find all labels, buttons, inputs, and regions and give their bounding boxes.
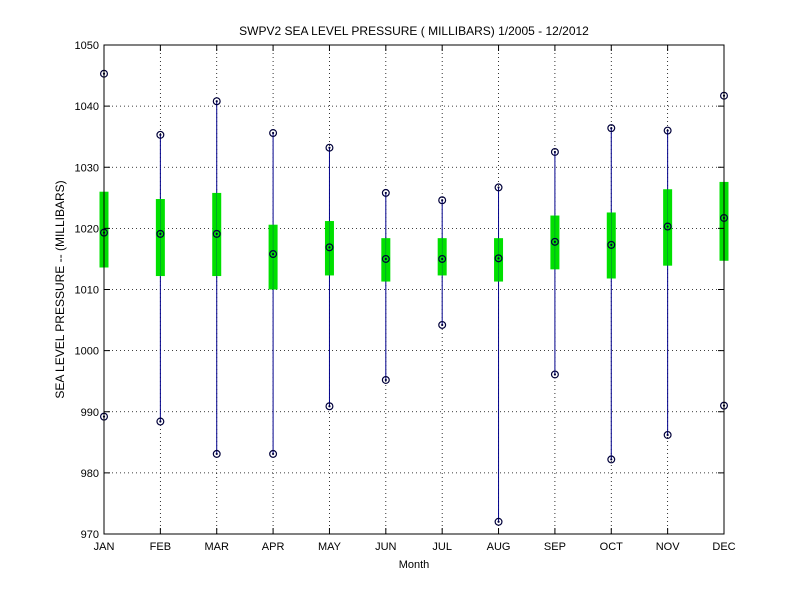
month-group-nov (663, 126, 673, 439)
y-tick-label: 1010 (75, 285, 99, 297)
month-group-feb (155, 130, 165, 426)
y-tick-label: 1000 (75, 346, 99, 358)
max-marker-dot (441, 199, 444, 202)
mean-marker (494, 254, 503, 263)
min-marker-dot (666, 433, 669, 437)
max-marker-dot (497, 186, 500, 189)
y-axis-label: SEA LEVEL PRESSURE -- (MILLIBARS) (53, 180, 67, 398)
y-tick-label: 1030 (75, 162, 99, 174)
max-marker (325, 143, 334, 152)
max-marker (156, 130, 165, 139)
y-tick-label: 990 (81, 407, 99, 419)
min-marker (381, 375, 390, 384)
month-group-sep (550, 147, 560, 379)
max-marker-dot (610, 127, 613, 130)
max-marker (381, 188, 390, 197)
min-marker-dot (328, 405, 331, 408)
max-marker-dot (328, 146, 331, 149)
interquartile-box (437, 238, 447, 276)
x-tick-label: DEC (712, 541, 735, 553)
mean-marker-dot (159, 232, 162, 235)
x-tick-label: JUL (432, 541, 452, 553)
max-marker (663, 126, 672, 135)
min-marker (663, 430, 672, 439)
x-axis-label: Month (399, 559, 430, 571)
chart-title: SWPV2 SEA LEVEL PRESSURE ( MILLIBARS) 1/… (239, 24, 589, 38)
y-tick-label: 970 (81, 529, 99, 541)
max-marker (550, 147, 559, 156)
min-marker-dot (215, 452, 218, 456)
min-marker (550, 370, 559, 379)
x-tick-label: FEB (150, 541, 171, 553)
mean-marker-dot (441, 257, 444, 261)
month-group-jun (381, 188, 391, 384)
max-marker-dot (666, 129, 669, 132)
mean-marker-dot (666, 225, 669, 228)
x-tick-label: SEP (544, 541, 566, 553)
month-group-mar (212, 97, 222, 458)
min-marker-dot (441, 323, 444, 327)
month-group-may (324, 143, 334, 411)
x-tick-label: JUN (375, 541, 396, 553)
min-marker (607, 455, 616, 464)
max-marker (269, 129, 278, 138)
y-tick-label: 1040 (75, 101, 99, 113)
mean-marker-dot (553, 240, 557, 243)
y-tick-label: 980 (81, 468, 99, 480)
max-marker-dot (271, 131, 275, 135)
min-marker-dot (497, 520, 500, 523)
mean-marker-dot (328, 246, 331, 249)
mean-marker-dot (271, 252, 275, 256)
min-marker-dot (610, 458, 613, 461)
mean-marker (156, 229, 165, 238)
month-group-jul (437, 196, 447, 329)
max-marker (438, 196, 447, 205)
x-tick-label: OCT (600, 541, 624, 553)
min-marker-dot (271, 452, 275, 456)
max-marker (607, 124, 616, 133)
month-group-oct (606, 124, 616, 464)
mean-marker-dot (384, 257, 387, 261)
x-tick-label: JAN (94, 541, 115, 553)
mean-marker-dot (610, 243, 613, 246)
mean-marker (438, 254, 447, 263)
x-tick-label: AUG (487, 541, 511, 553)
min-marker (325, 402, 334, 411)
x-tick-label: MAY (318, 541, 342, 553)
min-marker (156, 417, 165, 426)
month-group-apr (268, 129, 278, 458)
axes: 970 980 990 1000 1010 1020 1030 1040 1050 JAN FEB M… (75, 40, 736, 553)
x-tick-label: NOV (656, 541, 681, 553)
max-marker-dot (215, 100, 218, 103)
mean-marker (325, 243, 334, 252)
mean-marker (550, 237, 559, 246)
max-marker-dot (159, 133, 162, 136)
mean-marker (607, 240, 616, 249)
min-marker-dot (384, 378, 387, 382)
max-marker (494, 183, 503, 192)
max-marker-dot (384, 191, 387, 195)
mean-marker (269, 250, 278, 259)
interquartile-box (494, 238, 504, 282)
x-tick-label: MAR (205, 541, 230, 553)
y-tick-label: 1050 (75, 40, 99, 52)
y-tick-label: 1020 (75, 223, 99, 235)
min-marker (212, 449, 221, 458)
min-marker-dot (553, 373, 557, 376)
mean-marker (212, 229, 221, 238)
mean-marker-dot (497, 257, 500, 260)
mean-marker (663, 222, 672, 231)
x-tick-label: APR (262, 541, 285, 553)
mean-marker-dot (215, 232, 218, 235)
month-group-aug (494, 183, 504, 526)
max-marker-dot (553, 150, 557, 154)
mean-marker (381, 254, 390, 263)
min-marker (438, 320, 447, 329)
min-marker (269, 449, 278, 458)
min-marker (494, 517, 503, 526)
min-marker-dot (159, 420, 162, 423)
max-marker (212, 97, 221, 106)
